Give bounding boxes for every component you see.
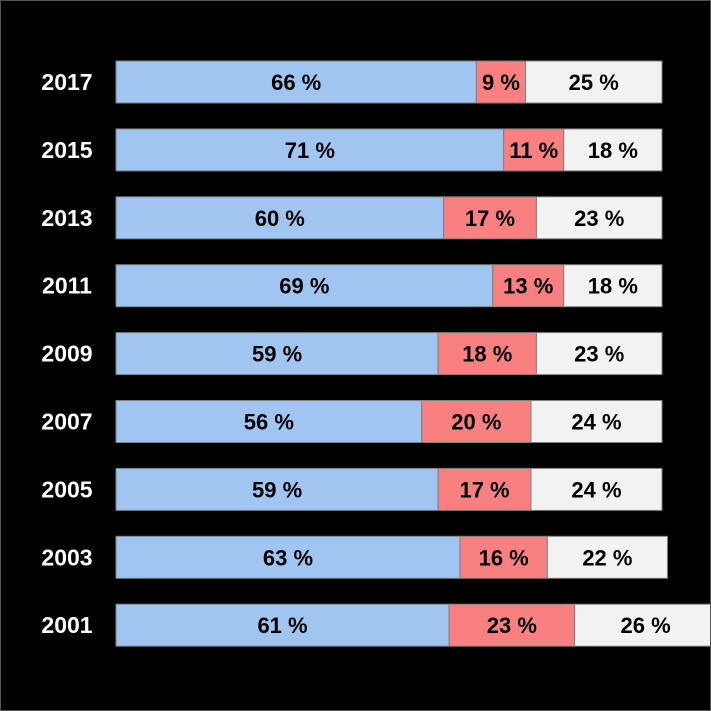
data-label-2009-s3: 23 % bbox=[574, 342, 624, 367]
data-label-2003-s3: 22 % bbox=[582, 545, 632, 570]
bar-segment-2003-s3 bbox=[546, 535, 668, 579]
data-label-2015-s3: 18 % bbox=[588, 138, 638, 163]
bar-segment-2005-s1 bbox=[115, 467, 439, 511]
category-label-2003: 2003 bbox=[41, 544, 92, 570]
category-label-2001: 2001 bbox=[41, 612, 92, 638]
bar-segment-2003-s2 bbox=[459, 535, 548, 579]
data-label-2015-s1: 71 % bbox=[285, 138, 335, 163]
data-label-2015-s2: 11 % bbox=[509, 138, 558, 163]
data-label-2011-s2: 13 % bbox=[503, 274, 553, 299]
data-label-2001-s3: 26 % bbox=[621, 613, 671, 638]
data-label-2005-s2: 17 % bbox=[459, 477, 509, 502]
bar-segment-2001-s1 bbox=[115, 603, 450, 647]
category-label-2015: 2015 bbox=[41, 137, 92, 163]
data-label-2001-s2: 23 % bbox=[487, 613, 537, 638]
bar-segment-2015-s3 bbox=[563, 128, 663, 172]
data-label-2009-s2: 18 % bbox=[462, 342, 512, 367]
data-label-2005-s3: 24 % bbox=[571, 477, 621, 502]
category-label-2009: 2009 bbox=[41, 341, 92, 367]
category-label-2005: 2005 bbox=[41, 476, 92, 502]
data-label-2011-s3: 18 % bbox=[588, 274, 638, 299]
bar-segment-2009-s3 bbox=[535, 332, 663, 376]
bar-segment-2017-s2 bbox=[475, 60, 526, 104]
category-label-2007: 2007 bbox=[41, 409, 92, 435]
data-label-2017-s1: 66 % bbox=[271, 70, 321, 95]
bar-segment-2005-s2 bbox=[437, 467, 532, 511]
category-label-2013: 2013 bbox=[41, 205, 92, 231]
bar-segment-2003-s1 bbox=[115, 535, 461, 579]
bar-segment-2017-s3 bbox=[525, 60, 663, 104]
bar-segment-2017-s1 bbox=[115, 60, 477, 104]
bar-segment-2009-s1 bbox=[115, 332, 439, 376]
bar-segment-2011-s1 bbox=[115, 264, 494, 308]
data-label-2017-s3: 25 % bbox=[569, 70, 619, 95]
data-label-2001-s1: 61 % bbox=[257, 613, 307, 638]
bar-segment-2007-s1 bbox=[115, 400, 423, 443]
bar-segment-2013-s2 bbox=[443, 196, 537, 240]
data-label-2003-s2: 16 % bbox=[479, 545, 529, 570]
bar-segment-2007-s3 bbox=[530, 400, 663, 443]
data-label-2009-s1: 59 % bbox=[252, 342, 302, 367]
bar-segment-2015-s2 bbox=[503, 128, 565, 172]
data-label-2007-s2: 20 % bbox=[451, 410, 501, 435]
data-label-2013-s3: 23 % bbox=[574, 206, 624, 231]
data-label-2011-s1: 69 % bbox=[279, 274, 329, 299]
data-label-2005-s1: 59 % bbox=[252, 477, 302, 502]
bar-segment-2013-s3 bbox=[535, 196, 663, 240]
data-label-2003-s1: 63 % bbox=[263, 545, 313, 570]
data-label-2013-s2: 17 % bbox=[465, 206, 515, 231]
bar-segment-2013-s1 bbox=[115, 196, 445, 240]
bar-segment-2015-s1 bbox=[115, 128, 505, 172]
data-label-2007-s3: 24 % bbox=[571, 410, 621, 435]
data-label-2017-s2: 9 % bbox=[482, 70, 520, 95]
bar-segment-2007-s2 bbox=[421, 400, 532, 443]
category-label-2011: 2011 bbox=[42, 273, 92, 299]
bar-segment-2001-s3 bbox=[574, 603, 710, 647]
data-label-2007-s1: 56 % bbox=[244, 410, 294, 435]
bar-segment-2011-s3 bbox=[563, 264, 663, 308]
bar-segment-2009-s2 bbox=[437, 332, 537, 376]
category-label-2017: 2017 bbox=[41, 69, 92, 95]
data-label-2013-s1: 60 % bbox=[255, 206, 305, 231]
bar-segment-2005-s3 bbox=[530, 467, 663, 511]
